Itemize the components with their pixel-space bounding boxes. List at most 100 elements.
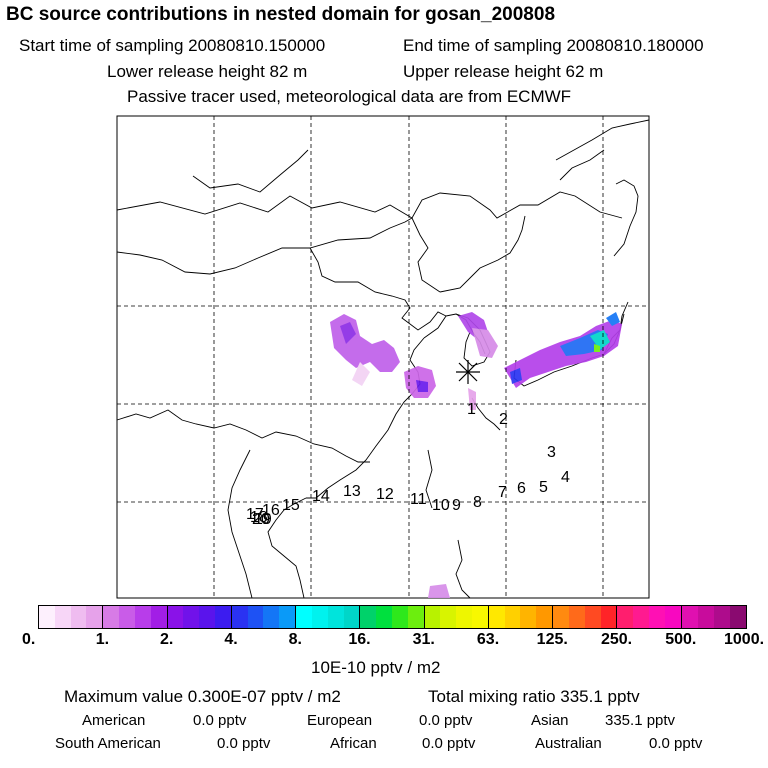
colorbar-swatch	[600, 606, 617, 628]
colorbar-swatch	[536, 606, 553, 628]
colorbar-segment	[296, 606, 361, 628]
colorbar-swatch	[697, 606, 714, 628]
colorbar-tick-label: 4.	[224, 631, 238, 648]
trajectory-label: 5	[539, 479, 548, 496]
south-american-label: South American	[55, 735, 161, 752]
maximum-value: Maximum value 0.300E-07 pptv / m2	[64, 687, 341, 706]
south-american-value: 0.0 pptv	[217, 735, 271, 752]
colorbar-swatch	[488, 606, 505, 628]
trajectory-label: 1	[467, 401, 476, 418]
colorbar-tick-label: 1.	[95, 631, 110, 648]
american-value: 0.0 pptv	[193, 712, 247, 729]
colorbar-swatch	[664, 606, 681, 628]
trajectory-label: 10	[432, 497, 450, 514]
colorbar-swatch	[103, 606, 120, 628]
colorbar-swatch	[391, 606, 408, 628]
colorbar-swatch	[584, 606, 601, 628]
trajectory-label: 14	[312, 488, 330, 505]
colorbar	[38, 605, 747, 629]
american-label: American	[82, 712, 146, 729]
colorbar-swatch	[424, 606, 441, 628]
colorbar-swatch	[231, 606, 248, 628]
european-label: European	[307, 712, 373, 729]
colorbar-segment	[39, 606, 104, 628]
grid-lines	[117, 116, 649, 598]
colorbar-swatch	[520, 606, 537, 628]
african-value: 0.0 pptv	[422, 735, 476, 752]
colorbar-swatch	[54, 606, 71, 628]
trajectory-label: 9	[452, 497, 461, 514]
colorbar-segment	[167, 606, 232, 628]
colorbar-tick-label: 2.	[160, 631, 174, 648]
colorbar-tick-label: 16.	[348, 631, 371, 648]
trajectory-label: 7	[498, 484, 507, 501]
trajectory-label: 15	[282, 497, 300, 514]
trajectory-label: 18	[250, 509, 268, 526]
colorbar-swatch	[617, 606, 634, 628]
lower-height-label: Lower release height 82 m	[107, 62, 308, 81]
trajectory-label: 16	[262, 502, 280, 519]
colorbar-swatch	[134, 606, 151, 628]
asian-label: Asian	[531, 712, 569, 729]
colorbar-segment	[681, 606, 746, 628]
trajectory-labels: 1 2 3 4 5 6 7 8 9 10 11 12 13 14 15 16 1…	[246, 401, 570, 528]
australian-value: 0.0 pptv	[649, 735, 703, 752]
colorbar-swatch	[199, 606, 215, 628]
colorbar-swatch	[70, 606, 87, 628]
colorbar-swatch	[183, 606, 200, 628]
trajectory-label: 8	[473, 494, 482, 511]
trajectory-label: 2	[499, 411, 508, 428]
trajectory-label: 19	[254, 511, 272, 528]
colorbar-swatch	[713, 606, 730, 628]
end-time-label: End time of sampling 20080810.180000	[403, 36, 704, 55]
receptor-site-marker	[456, 360, 480, 384]
plume-shading	[330, 312, 622, 598]
colorbar-swatch	[568, 606, 585, 628]
colorbar-segment	[617, 606, 682, 628]
colorbar-swatch	[553, 606, 569, 628]
colorbar-swatch	[407, 606, 424, 628]
colorbar-swatch	[39, 606, 55, 628]
upper-height-label: Upper release height 62 m	[403, 62, 604, 81]
map-title: BC source contributions in nested domain…	[6, 4, 556, 25]
colorbar-swatch	[456, 606, 473, 628]
colorbar-swatch	[263, 606, 280, 628]
colorbar-swatch	[247, 606, 264, 628]
colorbar-swatch	[214, 606, 231, 628]
trajectory-label: 3	[547, 444, 556, 461]
australian-label: Australian	[535, 735, 602, 752]
colorbar-tick-label: 1000.	[724, 631, 765, 648]
colorbar-tick-label: 8.	[288, 631, 302, 648]
start-time-label: Start time of sampling 20080810.150000	[19, 36, 326, 55]
asian-value: 335.1 pptv	[605, 712, 676, 729]
colorbar-swatch	[440, 606, 457, 628]
colorbar-segment	[360, 606, 425, 628]
colorbar-segment	[553, 606, 618, 628]
colorbar-swatch	[311, 606, 328, 628]
colorbar-swatch	[360, 606, 377, 628]
colorbar-swatch	[150, 606, 167, 628]
colorbar-tick-label: 0.	[22, 631, 36, 648]
colorbar-swatch	[327, 606, 344, 628]
trajectory-label: 11	[410, 491, 427, 508]
colorbar-segment	[424, 606, 489, 628]
trajectory-label: 13	[343, 483, 361, 500]
european-value: 0.0 pptv	[419, 712, 473, 729]
colorbar-unit-label: 10E-10 pptv / m2	[311, 658, 441, 677]
colorbar-segment	[231, 606, 297, 628]
colorbar-swatch	[86, 606, 103, 628]
colorbar-swatch	[279, 606, 296, 628]
colorbar-swatch	[119, 606, 135, 628]
colorbar-tick-label: 31.	[412, 631, 435, 648]
colorbar-swatch	[729, 606, 746, 628]
colorbar-swatch	[504, 606, 521, 628]
african-label: African	[330, 735, 377, 752]
colorbar-swatch	[633, 606, 650, 628]
trajectory-label: 4	[561, 469, 570, 486]
colorbar-segment	[103, 606, 168, 628]
colorbar-swatch	[681, 606, 698, 628]
trajectory-label: 20	[252, 511, 270, 528]
colorbar-tick-label: 125.	[536, 631, 568, 648]
colorbar-swatch	[649, 606, 665, 628]
